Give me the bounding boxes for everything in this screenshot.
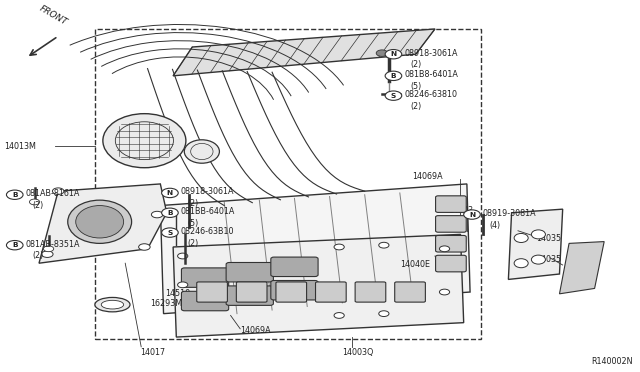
FancyBboxPatch shape xyxy=(271,280,318,300)
Text: (5): (5) xyxy=(411,82,422,91)
Text: B: B xyxy=(167,210,173,216)
Circle shape xyxy=(139,244,150,250)
Circle shape xyxy=(177,253,188,259)
Circle shape xyxy=(385,91,402,100)
Circle shape xyxy=(376,50,388,57)
FancyBboxPatch shape xyxy=(395,282,426,302)
FancyBboxPatch shape xyxy=(355,282,386,302)
Text: 08918-3061A: 08918-3061A xyxy=(180,187,234,196)
Text: 14069A: 14069A xyxy=(240,327,271,336)
FancyBboxPatch shape xyxy=(436,216,467,232)
Text: 14035: 14035 xyxy=(536,234,561,243)
Text: R140002N: R140002N xyxy=(591,357,633,366)
Circle shape xyxy=(334,312,344,318)
Text: B: B xyxy=(390,73,396,79)
Text: 081AB-8161A: 081AB-8161A xyxy=(26,189,80,198)
FancyBboxPatch shape xyxy=(181,268,228,287)
FancyBboxPatch shape xyxy=(271,257,318,276)
FancyBboxPatch shape xyxy=(226,263,273,282)
Polygon shape xyxy=(173,234,464,337)
Ellipse shape xyxy=(103,114,186,168)
Text: (2): (2) xyxy=(187,199,198,208)
Text: (2): (2) xyxy=(187,238,198,247)
Text: 08919-3081A: 08919-3081A xyxy=(483,209,536,218)
Text: 08246-63B10: 08246-63B10 xyxy=(180,227,234,236)
Text: (4): (4) xyxy=(489,221,500,230)
Text: 081BB-6401A: 081BB-6401A xyxy=(180,207,235,216)
Text: 14069A: 14069A xyxy=(413,172,444,181)
Circle shape xyxy=(385,49,402,59)
Circle shape xyxy=(52,188,64,195)
FancyBboxPatch shape xyxy=(436,196,467,212)
Circle shape xyxy=(385,71,402,80)
FancyBboxPatch shape xyxy=(436,255,467,272)
Ellipse shape xyxy=(531,230,545,239)
Ellipse shape xyxy=(514,259,528,268)
Text: 14017: 14017 xyxy=(140,348,165,357)
Polygon shape xyxy=(173,29,435,76)
Ellipse shape xyxy=(76,206,124,238)
Circle shape xyxy=(162,208,178,218)
Text: 08918-3061A: 08918-3061A xyxy=(404,49,458,58)
Circle shape xyxy=(6,241,23,250)
FancyBboxPatch shape xyxy=(276,282,307,302)
Circle shape xyxy=(177,282,188,288)
Text: (2): (2) xyxy=(32,251,44,260)
Polygon shape xyxy=(39,184,167,263)
Ellipse shape xyxy=(95,298,130,312)
FancyBboxPatch shape xyxy=(316,282,346,302)
Circle shape xyxy=(6,190,23,199)
Ellipse shape xyxy=(514,234,528,243)
Circle shape xyxy=(379,242,389,248)
Text: (2): (2) xyxy=(411,60,422,69)
Text: 14003: 14003 xyxy=(448,206,473,215)
Ellipse shape xyxy=(68,200,132,243)
Ellipse shape xyxy=(184,140,220,163)
Text: N: N xyxy=(469,212,475,218)
Text: 14510: 14510 xyxy=(166,289,191,298)
Text: FRONT: FRONT xyxy=(38,4,68,27)
Circle shape xyxy=(440,246,450,252)
Text: 14013M: 14013M xyxy=(4,142,36,151)
Circle shape xyxy=(162,188,178,198)
Ellipse shape xyxy=(101,300,124,309)
Text: 14035: 14035 xyxy=(536,255,561,264)
Polygon shape xyxy=(161,184,470,314)
Text: (2): (2) xyxy=(411,102,422,110)
Text: 081AB-8351A: 081AB-8351A xyxy=(26,240,80,248)
FancyBboxPatch shape xyxy=(181,291,228,311)
FancyBboxPatch shape xyxy=(436,235,467,252)
Circle shape xyxy=(464,210,480,219)
Text: B: B xyxy=(12,242,17,248)
FancyBboxPatch shape xyxy=(196,282,227,302)
Circle shape xyxy=(334,244,344,250)
Circle shape xyxy=(162,228,178,237)
Text: N: N xyxy=(167,190,173,196)
Text: 081B8-6401A: 081B8-6401A xyxy=(404,70,458,79)
Circle shape xyxy=(44,246,54,252)
Text: B: B xyxy=(12,192,17,198)
Text: 14003Q: 14003Q xyxy=(342,348,374,357)
Text: 08246-63810: 08246-63810 xyxy=(404,90,458,99)
Circle shape xyxy=(29,199,40,205)
Circle shape xyxy=(42,251,53,257)
Text: N: N xyxy=(390,51,397,57)
Polygon shape xyxy=(559,241,604,294)
Polygon shape xyxy=(508,209,563,279)
Text: S: S xyxy=(167,230,173,235)
FancyBboxPatch shape xyxy=(226,286,273,305)
Ellipse shape xyxy=(531,255,545,264)
Bar xyxy=(95,29,481,339)
Text: 14040E: 14040E xyxy=(400,260,430,269)
Circle shape xyxy=(152,211,163,218)
Text: 16293M: 16293M xyxy=(150,299,182,308)
Text: S: S xyxy=(391,93,396,99)
FancyBboxPatch shape xyxy=(236,282,267,302)
Text: (5): (5) xyxy=(187,219,198,228)
Circle shape xyxy=(379,311,389,317)
Text: (2): (2) xyxy=(32,201,44,210)
Circle shape xyxy=(440,289,450,295)
